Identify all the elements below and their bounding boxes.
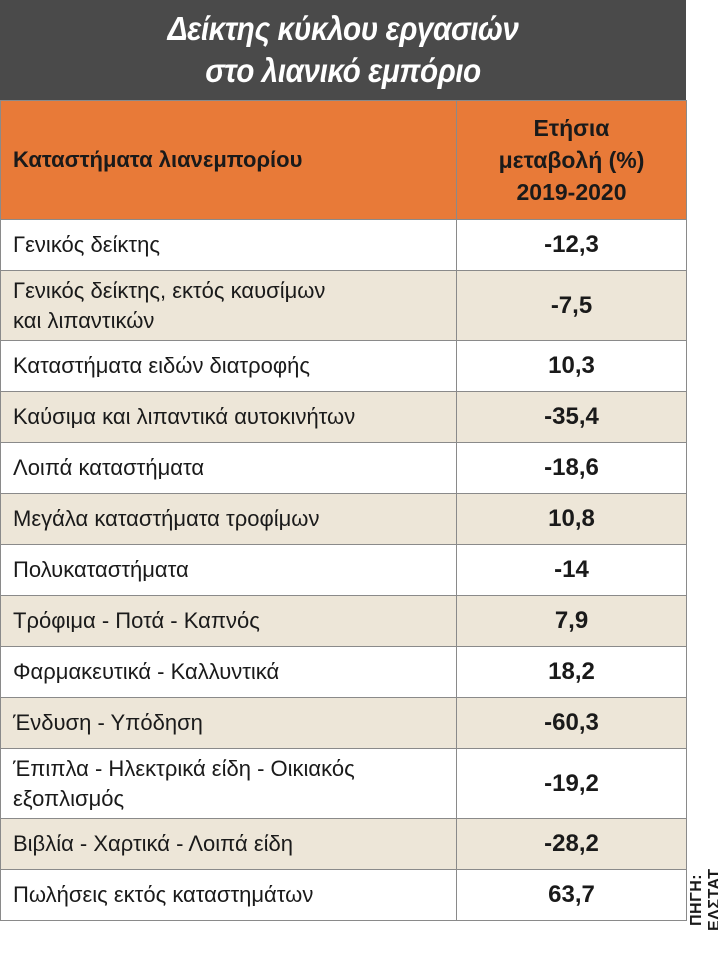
row-value: 7,9 <box>456 595 687 647</box>
row-value: -35,4 <box>456 391 687 443</box>
table-row: Πωλήσεις εκτός καταστημάτων 63,7 <box>0 869 687 921</box>
row-label-line: Μεγάλα καταστήματα τροφίμων <box>13 506 320 531</box>
row-value: -12,3 <box>456 219 687 271</box>
table-row: Μεγάλα καταστήματα τροφίμων 10,8 <box>0 493 687 545</box>
row-value: -18,6 <box>456 442 687 494</box>
table-row: Λοιπά καταστήματα -18,6 <box>0 442 687 494</box>
column-header-category: Καταστήματα λιανεμπορίου <box>0 100 457 220</box>
table-row: Γενικός δείκτης -12,3 <box>0 219 687 271</box>
row-value: -19,2 <box>456 748 687 819</box>
row-label-line: εξοπλισμός <box>13 785 125 811</box>
row-value: 10,3 <box>456 340 687 392</box>
row-label-line: Φαρμακευτικά - Καλλυντικά <box>13 659 280 684</box>
source-credit: ΠΗΓΗ: ΕΛΣΤΑΤ <box>688 868 718 932</box>
table-row: Τρόφιμα - Ποτά - Καπνός 7,9 <box>0 595 687 647</box>
chart-title: Δείκτης κύκλου εργασιών στο λιανικό εμπό… <box>0 0 686 100</box>
row-label-line: Βιβλία - Χαρτικά - Λοιπά είδη <box>13 831 294 856</box>
header-line: 2019-2020 <box>516 179 627 205</box>
row-label-line: Καύσιμα και λιπαντικά αυτοκινήτων <box>13 404 356 429</box>
row-label: Πωλήσεις εκτός καταστημάτων <box>0 869 457 921</box>
table-row: Πολυκαταστήματα -14 <box>0 544 687 596</box>
row-label: Γενικός δείκτης, εκτός καυσίμων και λιπαν… <box>0 270 457 341</box>
row-value: -14 <box>456 544 687 596</box>
row-label: Ένδυση - Υπόδηση <box>0 697 457 749</box>
row-label-line: Καταστήματα ειδών διατροφής <box>13 353 310 378</box>
table-row: Βιβλία - Χαρτικά - Λοιπά είδη -28,2 <box>0 818 687 870</box>
data-table: Καταστήματα λιανεμπορίου Ετήσια μεταβολή… <box>0 100 687 921</box>
title-line: Δείκτης κύκλου εργασιών <box>167 10 519 47</box>
row-value: -28,2 <box>456 818 687 870</box>
row-label-line: Ένδυση - Υπόδηση <box>13 710 203 735</box>
table-row: Έπιπλα - Ηλεκτρικά είδη - Οικιακός εξοπλι… <box>0 748 687 819</box>
header-row: Καταστήματα λιανεμπορίου Ετήσια μεταβολή… <box>0 100 687 220</box>
table-graphic: Δείκτης κύκλου εργασιών στο λιανικό εμπό… <box>0 0 687 921</box>
row-label: Φαρμακευτικά - Καλλυντικά <box>0 646 457 698</box>
row-label: Καταστήματα ειδών διατροφής <box>0 340 457 392</box>
row-label: Τρόφιμα - Ποτά - Καπνός <box>0 595 457 647</box>
row-label: Γενικός δείκτης <box>0 219 457 271</box>
table-row: Γενικός δείκτης, εκτός καυσίμων και λιπαν… <box>0 270 687 341</box>
row-label: Βιβλία - Χαρτικά - Λοιπά είδη <box>0 818 457 870</box>
header-line: Ετήσια <box>533 115 610 141</box>
table-row: Φαρμακευτικά - Καλλυντικά 18,2 <box>0 646 687 698</box>
row-label: Πολυκαταστήματα <box>0 544 457 596</box>
column-header-value: Ετήσια μεταβολή (%) 2019-2020 <box>456 100 687 220</box>
row-label: Καύσιμα και λιπαντικά αυτοκινήτων <box>0 391 457 443</box>
table-row: Ένδυση - Υπόδηση -60,3 <box>0 697 687 749</box>
row-value: -60,3 <box>456 697 687 749</box>
row-value: 10,8 <box>456 493 687 545</box>
row-label-line: Έπιπλα - Ηλεκτρικά είδη - Οικιακός <box>13 755 355 781</box>
row-label-line: Πολυκαταστήματα <box>13 557 189 582</box>
row-value: 18,2 <box>456 646 687 698</box>
row-label: Λοιπά καταστήματα <box>0 442 457 494</box>
row-label-line: Τρόφιμα - Ποτά - Καπνός <box>13 608 260 633</box>
row-label-line: Λοιπά καταστήματα <box>13 455 205 480</box>
table-row: Καταστήματα ειδών διατροφής 10,3 <box>0 340 687 392</box>
row-label-line: Γενικός δείκτης <box>13 232 160 257</box>
header-line: μεταβολή (%) <box>498 147 645 173</box>
table-row: Καύσιμα και λιπαντικά αυτοκινήτων -35,4 <box>0 391 687 443</box>
row-label-line: Γενικός δείκτης, εκτός καυσίμων <box>13 277 326 303</box>
row-value: 63,7 <box>456 869 687 921</box>
row-label-line: Πωλήσεις εκτός καταστημάτων <box>13 882 314 907</box>
row-value: -7,5 <box>456 270 687 341</box>
row-label-line: και λιπαντικών <box>13 307 155 333</box>
row-label: Μεγάλα καταστήματα τροφίμων <box>0 493 457 545</box>
title-line: στο λιανικό εμπόριο <box>205 52 481 89</box>
row-label: Έπιπλα - Ηλεκτρικά είδη - Οικιακός εξοπλι… <box>0 748 457 819</box>
